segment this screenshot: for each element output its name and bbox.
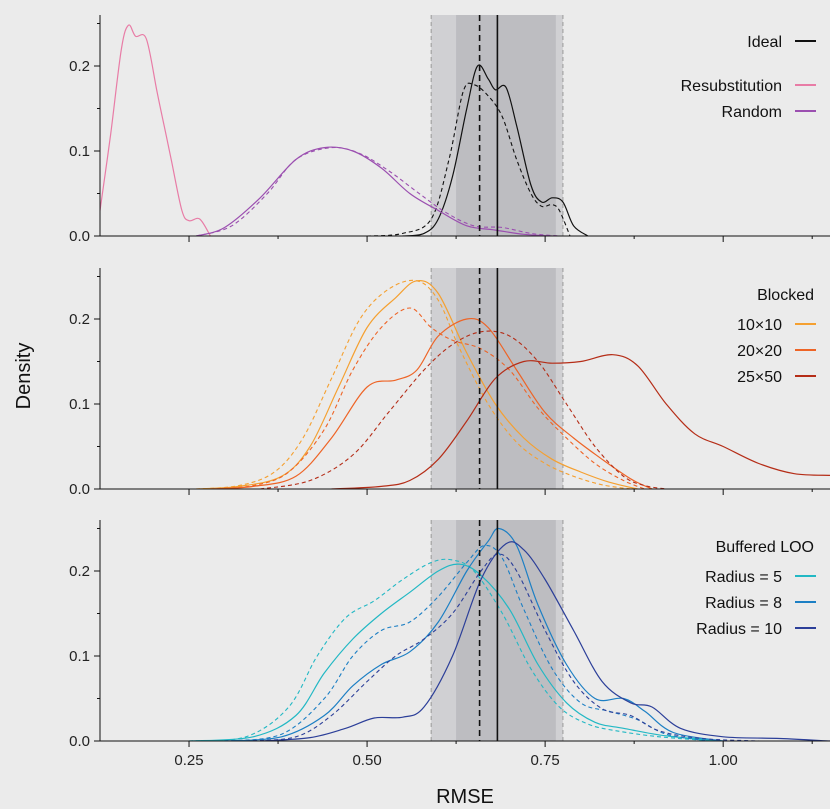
x-tick-label: 0.25 [174, 752, 203, 769]
density-dashed-line [260, 330, 667, 489]
density-dashed-line [196, 279, 631, 489]
density-dashed-line [245, 553, 759, 741]
x-tick-label: 0.50 [352, 752, 381, 769]
x-axis-title: RMSE [436, 786, 494, 808]
panel-1: 0.0 0.1 0.2 Ideal Resubstitution Random [69, 15, 830, 245]
density-dashed-line [210, 307, 646, 489]
density-dashed-line [188, 558, 717, 741]
density-solid-line [195, 146, 553, 236]
y-tick-label: 0.0 [69, 481, 90, 498]
y-tick-label: 0.0 [69, 228, 90, 245]
density-solid-line [188, 563, 724, 741]
legend-label: Radius = 5 [705, 569, 782, 586]
x-tick-label: 1.00 [709, 752, 738, 769]
legend-label: Radius = 8 [705, 595, 782, 612]
density-solid-line [402, 64, 589, 236]
density-curves [100, 24, 589, 236]
density-solid-line [331, 354, 830, 489]
density-solid-line [100, 24, 211, 236]
legend-label: 25×50 [737, 369, 782, 386]
y-tick-label: 0.1 [69, 396, 90, 413]
legend-panel-2: Blocked 10×10 20×20 25×50 [737, 287, 816, 386]
y-tick-label: 0.2 [69, 58, 90, 75]
panel-3: 0.0 0.1 0.2 0.25 0.50 0.75 1.00 Buffered LOO Rad… [69, 520, 830, 769]
legend-title: Blocked [757, 287, 814, 304]
panel-2: 0.0 0.1 0.2 Blocked 10×10 20×20 25×50 [69, 268, 830, 498]
inner-band [456, 268, 556, 489]
density-curves [188, 527, 830, 741]
y-tick-label: 0.2 [69, 563, 90, 580]
y-axis-title: Density [13, 343, 35, 410]
legend-panel-1: Ideal Resubstitution Random [681, 34, 816, 121]
legend-label: 20×20 [737, 343, 782, 360]
legend-label: Resubstitution [681, 78, 782, 95]
inner-band [456, 520, 556, 741]
y-tick-label: 0.1 [69, 648, 90, 665]
density-dashed-line [195, 146, 560, 236]
density-solid-line [196, 280, 638, 489]
legend-label: Radius = 10 [696, 621, 782, 638]
y-tick-label: 0.1 [69, 143, 90, 160]
density-curves [196, 279, 830, 489]
density-solid-line [260, 541, 830, 741]
density-solid-line [224, 527, 724, 741]
legend-label: 10×10 [737, 317, 782, 334]
legend-title: Buffered LOO [716, 539, 814, 556]
legend-panel-3: Buffered LOO Radius = 5 Radius = 8 Radius =… [696, 539, 816, 638]
legend-label: Random [722, 104, 782, 121]
density-dashed-line [367, 82, 571, 236]
density-solid-line [210, 317, 653, 489]
y-tick-label: 0.0 [69, 733, 90, 750]
legend-label: Ideal [747, 34, 782, 51]
x-tick-label: 0.75 [531, 752, 560, 769]
y-tick-label: 0.2 [69, 311, 90, 328]
